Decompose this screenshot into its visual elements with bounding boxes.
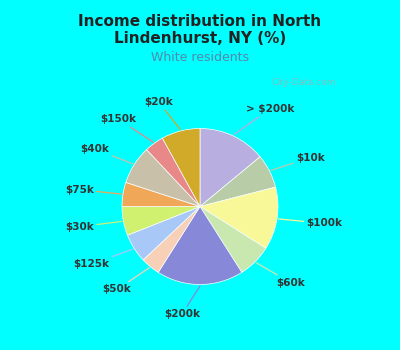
Text: $75k: $75k xyxy=(65,185,122,195)
Text: $10k: $10k xyxy=(271,153,325,170)
Text: $60k: $60k xyxy=(256,263,305,288)
Text: $20k: $20k xyxy=(144,97,180,130)
Text: $30k: $30k xyxy=(66,222,122,232)
Text: $200k: $200k xyxy=(164,286,200,319)
Wedge shape xyxy=(143,206,200,272)
Wedge shape xyxy=(122,206,200,235)
Wedge shape xyxy=(122,182,200,206)
Wedge shape xyxy=(128,206,200,260)
Text: Income distribution in North
Lindenhurst, NY (%): Income distribution in North Lindenhurst… xyxy=(78,14,322,47)
Wedge shape xyxy=(200,157,276,206)
Wedge shape xyxy=(200,187,278,248)
Wedge shape xyxy=(126,150,200,206)
Text: $125k: $125k xyxy=(73,249,133,269)
Text: $150k: $150k xyxy=(101,114,153,142)
Wedge shape xyxy=(162,128,200,206)
Text: $40k: $40k xyxy=(80,144,133,164)
Wedge shape xyxy=(158,206,242,285)
Text: > $200k: > $200k xyxy=(234,104,294,134)
Wedge shape xyxy=(200,128,260,206)
Wedge shape xyxy=(147,138,200,206)
Text: $50k: $50k xyxy=(103,268,149,294)
Text: City-Data.com: City-Data.com xyxy=(271,78,336,87)
Wedge shape xyxy=(200,206,266,272)
Text: White residents: White residents xyxy=(151,51,249,64)
Text: $100k: $100k xyxy=(278,218,342,228)
